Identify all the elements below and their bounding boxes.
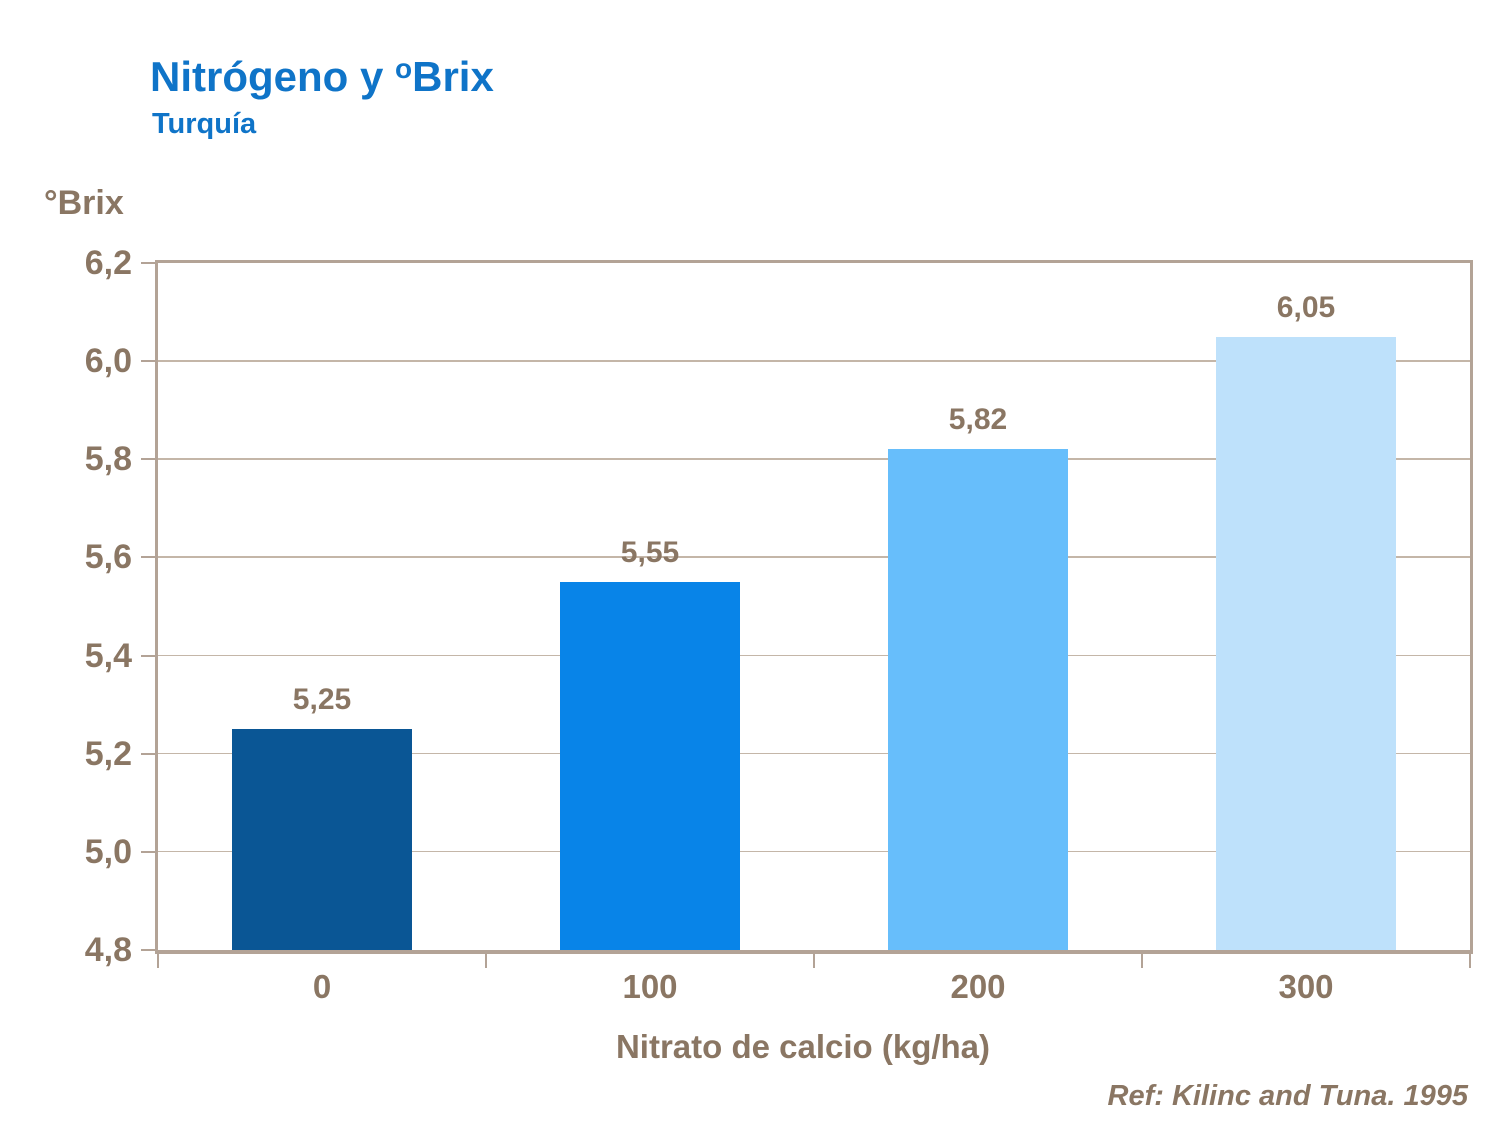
bar-300 (1216, 336, 1396, 950)
chart-subtitle: Turquía (152, 108, 257, 140)
x-tick-label: 0 (312, 968, 332, 1005)
gridline (158, 360, 1470, 362)
y-tick-mark (141, 360, 155, 363)
y-tick-label: 5,0 (84, 832, 132, 871)
x-tick-label: 300 (1278, 968, 1334, 1005)
y-tick-mark (141, 654, 155, 657)
x-tick-label: 200 (950, 968, 1006, 1005)
x-axis-tick-labels: 0 100 200 300 (158, 970, 1470, 1010)
bar-100 (560, 581, 740, 950)
chart-title-superscript-o: o (395, 53, 413, 84)
gridline (158, 850, 1470, 853)
gridline (158, 556, 1470, 558)
y-tick-label: 5,4 (84, 636, 132, 675)
y-tick-label: 5,8 (84, 440, 132, 479)
y-tick-mark (141, 850, 155, 853)
bar-0 (232, 729, 412, 950)
chart-title: Nitrógeno y oBrix (150, 55, 494, 98)
x-tick-mark (1469, 954, 1471, 968)
x-tick-mark (813, 954, 815, 968)
x-axis-title: Nitrato de calcio (kg/ha) (615, 1028, 991, 1065)
y-tick-label: 5,2 (84, 734, 132, 773)
chart-title-prefix: Nitrógeno y (150, 53, 396, 100)
x-tick-mark (1141, 954, 1143, 968)
bar-200 (888, 449, 1068, 950)
y-axis-tick-labels: 4,8 5,0 5,2 5,4 5,6 5,8 6,0 6,2 (0, 246, 132, 967)
y-tick-mark (141, 262, 155, 264)
gridline (158, 752, 1470, 755)
x-axis-tick-marks (157, 954, 1471, 969)
y-axis-tick-marks (141, 262, 155, 951)
bar-value-label: 5,25 (292, 683, 352, 717)
y-tick-label: 6,0 (84, 342, 132, 381)
reference-citation: Ref: Kilinc and Tuna. 1995 (1107, 1080, 1468, 1112)
y-axis-title: °Brix (44, 184, 124, 222)
chart-title-main: Brix (412, 53, 494, 100)
x-tick-label: 100 (622, 968, 678, 1005)
y-tick-mark (141, 752, 155, 755)
x-tick-mark (485, 954, 487, 968)
bar-value-label: 5,55 (620, 535, 680, 569)
y-tick-label: 4,8 (84, 931, 132, 969)
gridline (158, 654, 1470, 657)
x-tick-mark (157, 954, 159, 968)
y-tick-mark (141, 458, 155, 461)
y-tick-mark (141, 949, 155, 951)
y-tick-label: 6,2 (84, 244, 132, 282)
bar-value-label: 5,82 (948, 403, 1008, 437)
y-tick-mark (141, 556, 155, 559)
y-tick-label: 5,6 (84, 538, 132, 577)
gridline (158, 458, 1470, 460)
plot-area: 5,25 5,55 5,82 6,05 (155, 260, 1473, 954)
bar-value-label: 6,05 (1276, 290, 1336, 324)
